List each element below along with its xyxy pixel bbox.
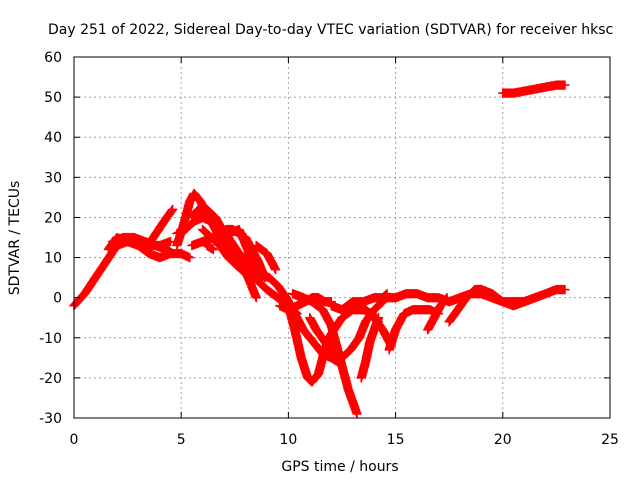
plot-frame <box>73 56 611 419</box>
y-tick-label: 30 <box>44 170 62 186</box>
y-tick-label: 20 <box>44 210 62 226</box>
x-tick-label: 25 <box>601 432 619 448</box>
y-tick-label: 0 <box>53 291 62 307</box>
y-tick-label: -20 <box>39 371 62 387</box>
series-arc-28 <box>498 80 570 98</box>
series-arc-4 <box>140 204 178 255</box>
y-tick-label: 10 <box>44 251 62 267</box>
x-tick-label: 15 <box>387 432 405 448</box>
y-tick-label: 50 <box>44 90 62 106</box>
x-tick-label: 10 <box>279 432 297 448</box>
y-tick-label: -30 <box>39 411 62 427</box>
series-arc-15 <box>283 300 330 387</box>
x-tick-label: 20 <box>494 432 512 448</box>
series-arc-21 <box>356 312 384 383</box>
series-arc-24 <box>423 292 452 335</box>
y-tick-label: -10 <box>39 331 62 347</box>
series-arc-9 <box>197 224 242 271</box>
x-tick-label: 0 <box>70 432 79 448</box>
y-axis-label: SDTVAR / TECUs <box>7 181 23 296</box>
x-tick-label: 5 <box>177 432 186 448</box>
x-axis-label: GPS time / hours <box>281 459 398 475</box>
series-arc-13 <box>251 240 281 275</box>
y-tick-label: 40 <box>44 130 62 146</box>
axis-ticks: 0 5 10 15 20 25 -30 -20 -10 0 10 20 30 40 50 60 <box>39 50 619 448</box>
chart-title: Day 251 of 2022, Sidereal Day-to-day VTE… <box>48 22 613 38</box>
series-arc-10 <box>202 240 219 255</box>
data-series-group <box>69 80 570 419</box>
y-tick-label: 60 <box>44 50 62 66</box>
series-arc-27 <box>508 284 570 307</box>
series-arc-22 <box>384 304 444 355</box>
